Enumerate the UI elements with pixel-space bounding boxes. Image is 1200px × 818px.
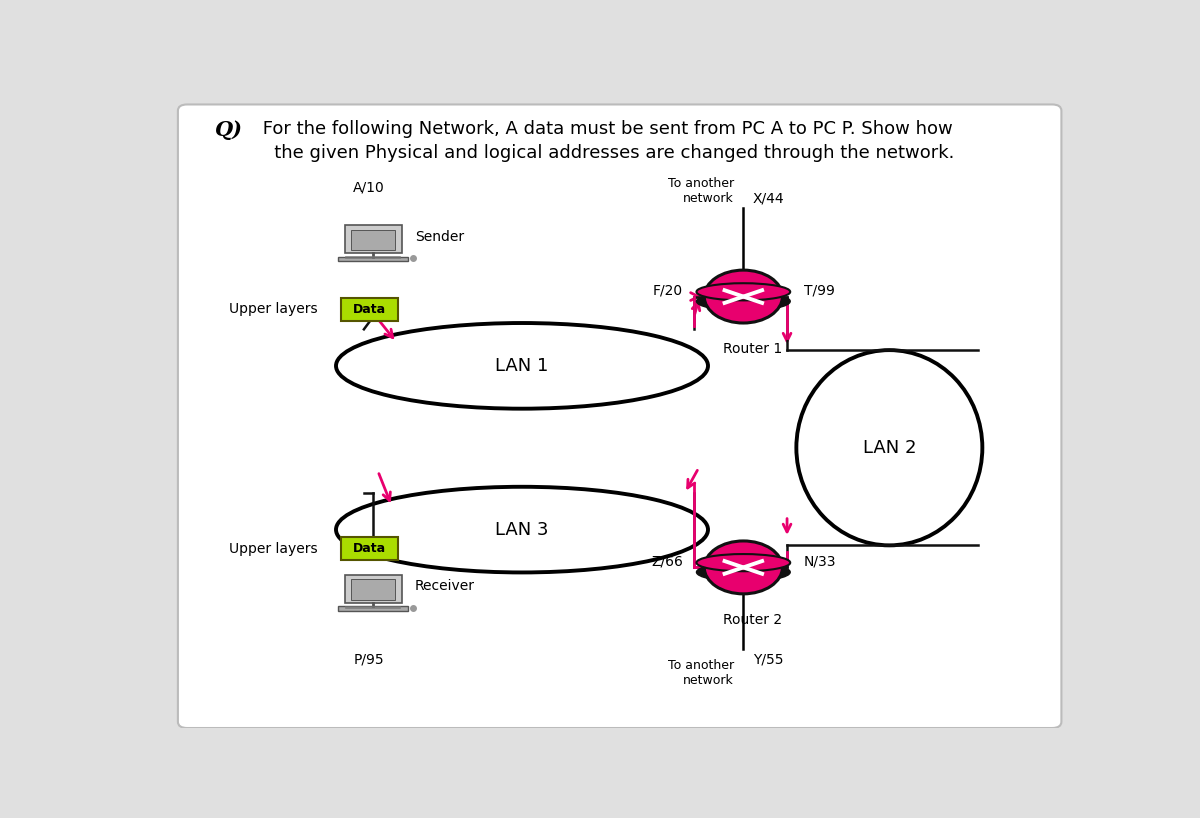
Text: Z/66: Z/66: [652, 554, 683, 569]
Ellipse shape: [696, 292, 791, 311]
Text: Upper layers: Upper layers: [229, 302, 318, 317]
Text: To another
network: To another network: [668, 178, 734, 205]
Text: Data: Data: [353, 542, 386, 555]
Ellipse shape: [696, 283, 791, 300]
Text: Receiver: Receiver: [415, 579, 475, 593]
Text: T/99: T/99: [804, 283, 835, 297]
Text: Q): Q): [215, 120, 244, 140]
Text: For the following Network, A data must be sent from PC A to PC P. Show how: For the following Network, A data must b…: [257, 120, 953, 138]
FancyBboxPatch shape: [344, 575, 402, 603]
FancyBboxPatch shape: [178, 105, 1062, 728]
Text: LAN 2: LAN 2: [863, 438, 916, 456]
Text: Sender: Sender: [415, 230, 464, 244]
Ellipse shape: [336, 487, 708, 573]
FancyBboxPatch shape: [338, 606, 408, 610]
Text: To another
network: To another network: [668, 658, 734, 687]
Text: Y/55: Y/55: [752, 653, 784, 667]
Text: P/95: P/95: [353, 653, 384, 667]
Text: F/20: F/20: [653, 283, 683, 297]
FancyBboxPatch shape: [341, 537, 398, 560]
FancyBboxPatch shape: [338, 257, 408, 261]
FancyBboxPatch shape: [350, 230, 396, 250]
Ellipse shape: [336, 323, 708, 409]
Text: A/10: A/10: [353, 181, 384, 195]
FancyBboxPatch shape: [344, 226, 402, 254]
Text: Router 2: Router 2: [724, 613, 782, 627]
FancyBboxPatch shape: [341, 298, 398, 321]
Text: Data: Data: [353, 303, 386, 316]
FancyBboxPatch shape: [350, 579, 396, 600]
Ellipse shape: [696, 563, 791, 582]
Text: Router 1: Router 1: [724, 342, 782, 356]
Text: X/44: X/44: [752, 191, 785, 205]
Text: the given Physical and logical addresses are changed through the network.: the given Physical and logical addresses…: [257, 143, 954, 161]
Circle shape: [704, 270, 782, 323]
Text: LAN 3: LAN 3: [496, 520, 548, 538]
Text: LAN 1: LAN 1: [496, 357, 548, 375]
Circle shape: [704, 541, 782, 594]
Ellipse shape: [696, 554, 791, 571]
Text: Upper layers: Upper layers: [229, 542, 318, 555]
Text: N/33: N/33: [804, 554, 836, 569]
Ellipse shape: [797, 350, 983, 546]
